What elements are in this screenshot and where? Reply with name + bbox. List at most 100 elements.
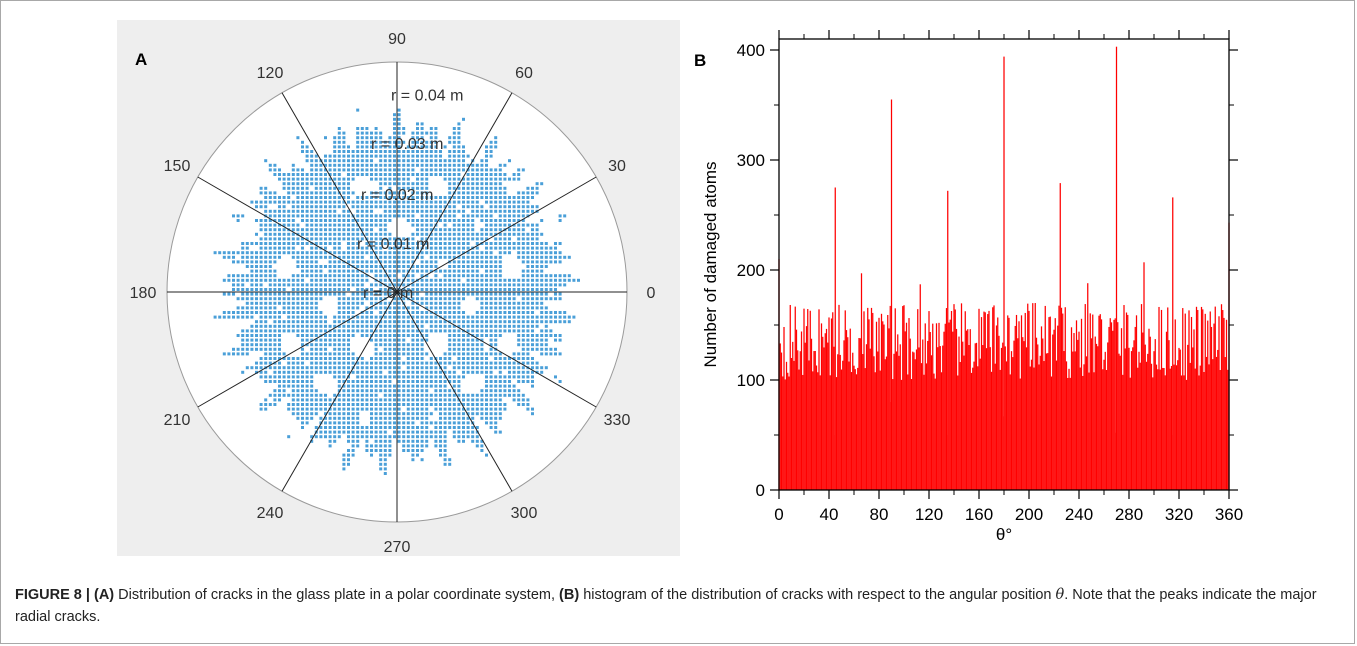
crack-dot xyxy=(485,173,488,176)
crack-dot xyxy=(443,458,447,462)
crack-dot xyxy=(526,200,530,204)
crack-dot xyxy=(356,283,360,287)
crack-dot xyxy=(383,292,387,296)
histogram-bar xyxy=(959,361,961,490)
crack-dot xyxy=(383,288,387,291)
crack-dot xyxy=(503,380,507,383)
crack-dot xyxy=(443,242,447,245)
crack-dot xyxy=(365,228,369,232)
histogram-bar xyxy=(1157,369,1159,490)
histogram-bar xyxy=(892,379,894,490)
crack-dot xyxy=(498,430,502,434)
crack-dot xyxy=(379,269,383,273)
histogram-bar xyxy=(878,317,880,490)
histogram-bar xyxy=(800,331,803,490)
crack-dot xyxy=(264,186,268,190)
crack-dot xyxy=(259,242,263,245)
crack-dot xyxy=(319,182,323,186)
crack-dot xyxy=(544,292,548,296)
crack-dot xyxy=(337,265,341,268)
histogram-bar xyxy=(988,310,990,490)
crack-dot xyxy=(273,343,277,347)
crack-dot xyxy=(397,237,401,241)
crack-dot xyxy=(498,223,502,227)
crack-dot xyxy=(301,260,304,264)
crack-dot xyxy=(264,407,268,411)
crack-dot xyxy=(420,416,424,420)
crack-dot xyxy=(278,209,281,213)
crack-dot xyxy=(305,311,309,314)
crack-dot xyxy=(434,154,438,158)
crack-dot xyxy=(255,205,258,209)
crack-dot xyxy=(379,219,383,222)
crack-dot xyxy=(388,384,392,388)
histogram-bar xyxy=(904,331,906,490)
crack-dot xyxy=(370,306,373,310)
crack-dot xyxy=(278,315,281,319)
crack-dot xyxy=(245,278,249,282)
crack-dot xyxy=(508,278,511,282)
crack-dot xyxy=(512,297,516,301)
crack-dot xyxy=(365,370,369,374)
crack-dot xyxy=(480,209,484,213)
crack-dot xyxy=(420,389,424,393)
crack-dot xyxy=(305,398,309,402)
crack-dot xyxy=(503,246,507,250)
crack-dot xyxy=(310,191,314,195)
crack-dot xyxy=(356,140,360,144)
crack-dot xyxy=(337,168,341,172)
crack-dot xyxy=(425,439,429,443)
crack-dot xyxy=(521,306,525,310)
crack-dot xyxy=(347,389,350,393)
crack-dot xyxy=(402,430,406,434)
crack-dot xyxy=(420,301,424,305)
crack-dot xyxy=(333,320,337,324)
crack-dot xyxy=(406,288,410,291)
histogram-bar xyxy=(1093,372,1095,490)
histogram-bar xyxy=(872,312,874,490)
crack-dot xyxy=(342,384,346,388)
crack-dot xyxy=(425,145,429,149)
caption-theta-symbol: θ xyxy=(1055,587,1065,603)
crack-dot xyxy=(448,320,452,324)
crack-dot xyxy=(365,209,369,213)
crack-dot xyxy=(347,209,350,213)
crack-dot xyxy=(301,182,304,186)
crack-dot xyxy=(531,205,534,209)
histogram-bar xyxy=(964,311,966,490)
crack-dot xyxy=(296,329,300,333)
crack-dot xyxy=(549,334,553,337)
crack-dot xyxy=(406,366,410,370)
crack-dot xyxy=(567,274,571,278)
crack-dot xyxy=(379,412,383,416)
crack-dot xyxy=(471,288,475,291)
crack-dot xyxy=(337,228,341,232)
crack-dot xyxy=(521,292,525,296)
crack-dot xyxy=(324,416,327,420)
crack-dot xyxy=(508,329,511,333)
histogram-bar xyxy=(915,349,918,490)
crack-dot xyxy=(360,403,364,406)
crack-dot xyxy=(521,237,525,241)
crack-dot xyxy=(397,145,401,149)
crack-dot xyxy=(319,324,323,328)
histogram-bar xyxy=(1158,306,1160,490)
crack-dot xyxy=(531,191,534,195)
crack-dot xyxy=(480,347,484,351)
crack-dot xyxy=(337,430,341,434)
crack-dot xyxy=(425,200,429,204)
crack-dot xyxy=(310,352,314,356)
polar-spoke xyxy=(281,291,398,492)
crack-dot xyxy=(558,255,562,259)
crack-dot xyxy=(337,421,341,425)
crack-dot xyxy=(457,426,461,429)
crack-dot xyxy=(351,255,355,259)
histogram-bar xyxy=(1035,337,1038,490)
histogram-bar xyxy=(903,305,905,490)
crack-dot xyxy=(374,237,378,241)
crack-dot xyxy=(393,255,396,259)
crack-dot xyxy=(268,403,272,406)
histogram-bar xyxy=(1102,369,1104,490)
crack-dot xyxy=(498,324,502,328)
crack-dot xyxy=(544,260,548,264)
